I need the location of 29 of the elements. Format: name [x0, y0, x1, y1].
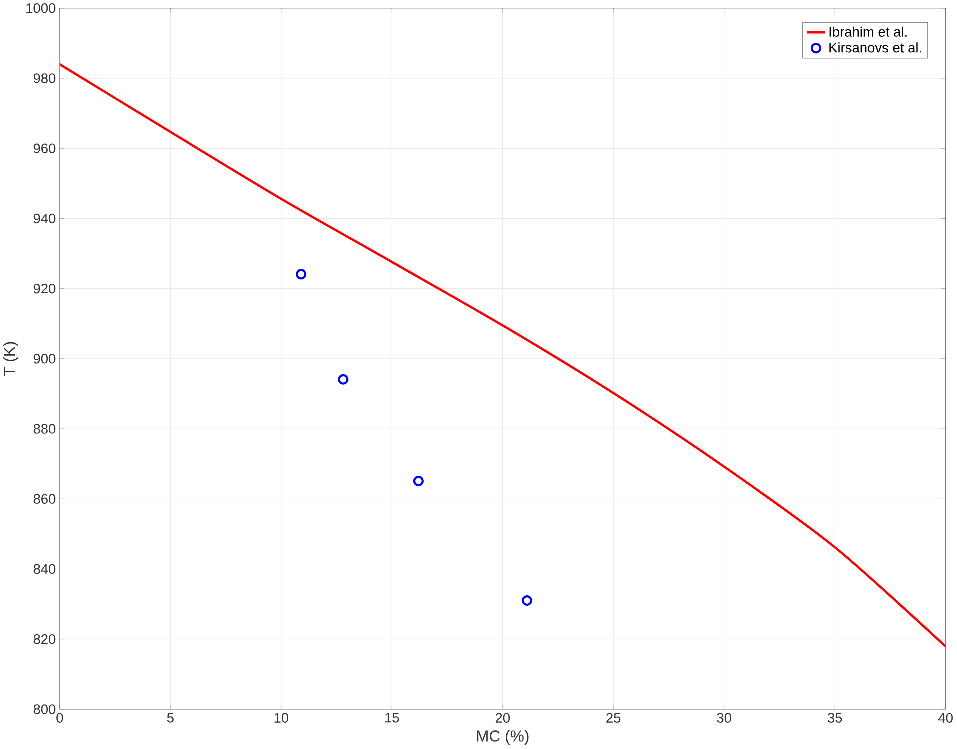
x-axis-title: MC (%) — [477, 730, 529, 746]
point — [296, 269, 307, 280]
y-tick-label: 900 — [34, 354, 56, 364]
y-tick-label: 820 — [34, 634, 56, 644]
y-tick-label: 800 — [34, 704, 56, 715]
x-tick-label: 25 — [606, 713, 621, 724]
y-tick-label: 860 — [34, 494, 56, 504]
y-tick-label: 880 — [34, 424, 56, 434]
y-tick-label: 980 — [34, 74, 56, 84]
y-tick-label: 960 — [34, 144, 56, 154]
x-tick-label: 35 — [828, 713, 842, 724]
point — [522, 596, 533, 606]
y-axis-title: T (K) — [4, 342, 18, 376]
x-tick-label: 10 — [274, 713, 289, 724]
x-tick-label: 20 — [496, 713, 510, 724]
x-tick-label: 30 — [717, 713, 732, 724]
x-tick-label: 15 — [386, 713, 400, 724]
point — [413, 476, 424, 487]
line-series — [60, 64, 946, 648]
y-tick-label: 940 — [34, 214, 56, 224]
y-tick-label: 840 — [34, 564, 56, 574]
x-tick-label: 40 — [938, 713, 953, 724]
y-tick-label: 920 — [34, 284, 56, 294]
x-tick-label: 5 — [167, 713, 174, 724]
point — [338, 374, 349, 386]
legend-label: Kirsanovs et al. — [830, 42, 922, 53]
x-tick-label: 0 — [56, 713, 64, 724]
legend-label: Ibrahim et al. — [830, 27, 907, 38]
y-tick-label: 1000 — [26, 4, 56, 14]
